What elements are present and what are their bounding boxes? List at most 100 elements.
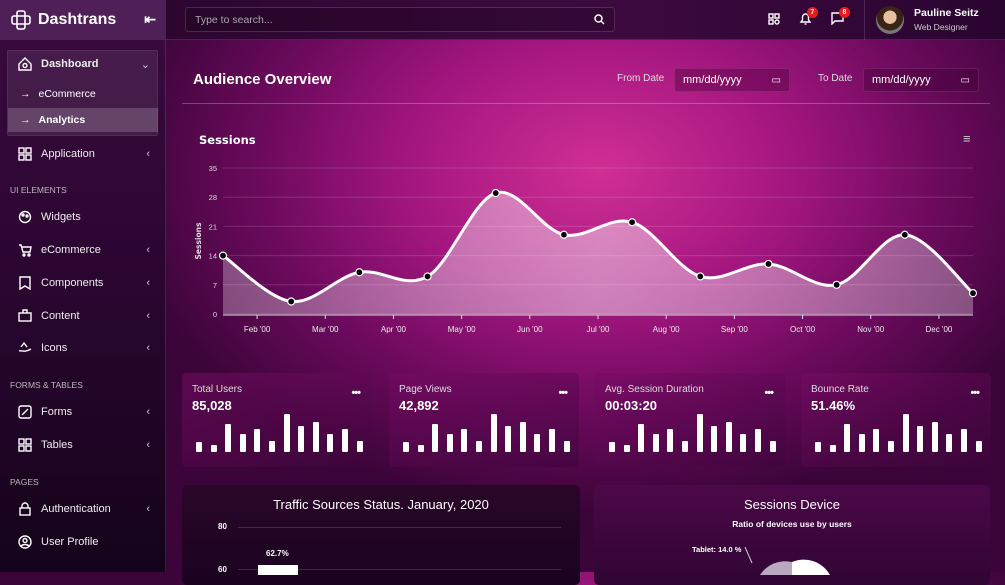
y-tick-label: 28 <box>209 193 217 202</box>
chevron-left-icon: ‹ <box>146 148 150 160</box>
messages-button[interactable]: 8 <box>831 7 850 30</box>
edit-icon <box>18 405 32 419</box>
x-tick-label: Feb '00 <box>244 325 271 334</box>
pie-label-tablet: Tablet: 14.0 % <box>692 545 742 554</box>
collapse-sidebar-icon[interactable]: ⇤ <box>144 11 156 27</box>
sidebar-item-label: Authentication <box>41 503 111 515</box>
spark-bar <box>609 442 615 452</box>
y-tick-label: 14 <box>209 252 217 261</box>
more-options-icon[interactable]: ••• <box>351 387 361 399</box>
cart-icon <box>19 244 32 257</box>
spark-bar <box>917 426 924 452</box>
sidebar-item-authentication[interactable]: Authentication ‹ <box>18 502 150 516</box>
data-point[interactable] <box>423 272 432 281</box>
palette-icon <box>18 210 32 224</box>
sidebar-item-label: eCommerce <box>41 244 101 256</box>
spark-bar <box>341 429 348 452</box>
user-circle-icon <box>18 535 32 549</box>
sessions-area <box>223 192 973 314</box>
user-name[interactable]: Pauline Seitz <box>914 7 979 19</box>
spark-bar <box>946 434 953 452</box>
to-date-input[interactable]: mm/dd/yyyy ▭ <box>863 68 979 92</box>
spark-bar <box>432 424 439 452</box>
data-point[interactable] <box>218 251 228 260</box>
stat-label: Avg. Session Duration <box>605 384 704 395</box>
sidebar-item-label: Dashboard <box>41 58 99 70</box>
gridline <box>238 569 561 570</box>
page-title: Audience Overview <box>193 71 332 88</box>
spark-bar <box>754 429 761 452</box>
data-point[interactable] <box>287 297 296 306</box>
sidebar <box>0 0 166 572</box>
sidebar-item-dashboard[interactable]: Dashboard ⌄ <box>18 57 150 71</box>
data-point[interactable] <box>696 272 705 281</box>
sidebar-item-content[interactable]: Content ‹ <box>18 309 150 323</box>
y-tick-label: 0 <box>213 310 217 319</box>
from-date-input[interactable]: mm/dd/yyyy ▭ <box>674 68 790 92</box>
data-point[interactable] <box>491 188 500 198</box>
top-header <box>166 0 1005 40</box>
search-input[interactable]: Type to search... <box>185 7 615 32</box>
avatar[interactable] <box>876 6 904 34</box>
chevron-left-icon: ‹ <box>146 342 150 354</box>
data-point[interactable] <box>900 230 909 239</box>
y-tick: 80 <box>218 522 227 531</box>
calendar-icon[interactable]: ▭ <box>960 74 970 86</box>
data-point[interactable] <box>764 259 773 269</box>
sidebar-item-forms[interactable]: Forms ‹ <box>18 405 150 419</box>
stat-value: 51.46% <box>811 398 856 413</box>
grid-icon <box>18 147 32 161</box>
sidebar-item-widgets[interactable]: Widgets <box>18 210 150 224</box>
data-point[interactable] <box>559 230 569 239</box>
x-tick-label: Aug '00 <box>653 325 680 334</box>
chevron-left-icon: ‹ <box>146 244 150 256</box>
sparkline <box>403 410 570 452</box>
date-placeholder: mm/dd/yyyy <box>683 74 742 86</box>
data-point[interactable] <box>355 268 364 277</box>
spark-bar <box>283 414 290 452</box>
sidebar-item-components[interactable]: Components ‹ <box>18 276 150 290</box>
spark-bar <box>268 441 275 452</box>
x-tick-label: Jun '00 <box>517 325 543 334</box>
sidebar-subitem-ecommerce[interactable]: → eCommerce <box>8 82 158 106</box>
data-point[interactable] <box>627 218 637 227</box>
spark-bar <box>887 441 894 452</box>
logo-icon <box>11 10 31 30</box>
sidebar-item-label: Forms <box>41 406 73 418</box>
sessions-chart: 0 7 14 21 28 35 Feb '00 Mar '00 Apr '00 May '00 Ju… <box>194 164 978 334</box>
sidebar-item-label: Icons <box>41 342 68 354</box>
notifications-button[interactable]: 7 <box>799 7 818 30</box>
x-tick-label: May '00 <box>448 325 476 334</box>
sessions-line <box>222 190 975 303</box>
brand[interactable]: Dashtrans ⇤ <box>0 0 166 40</box>
sidebar-item-tables[interactable]: Tables ‹ <box>18 438 150 452</box>
more-options-icon[interactable]: ••• <box>970 387 980 399</box>
sidebar-item-label: User Profile <box>41 536 99 548</box>
sidebar-item-application[interactable]: Application ‹ <box>18 147 150 161</box>
sidebar-item-icons[interactable]: Icons ‹ <box>18 341 150 355</box>
spark-bar <box>475 441 482 452</box>
sidebar-subitem-analytics[interactable]: → Analytics <box>8 108 158 132</box>
stat-label: Total Users <box>192 384 243 395</box>
data-point[interactable] <box>832 280 841 289</box>
more-options-icon[interactable]: ••• <box>558 387 568 399</box>
data-point[interactable] <box>968 289 978 298</box>
spark-bar <box>815 442 821 452</box>
spark-bar <box>548 429 555 452</box>
stat-value: 00:03:20 <box>605 398 658 413</box>
calendar-icon[interactable]: ▭ <box>771 74 781 86</box>
search-icon[interactable] <box>594 14 605 25</box>
lock-icon <box>19 502 31 516</box>
arrow-right-icon: → <box>20 88 31 100</box>
spark-bar <box>829 445 836 452</box>
more-options-icon[interactable]: ••• <box>764 387 774 399</box>
chart-menu-icon[interactable]: ≡ <box>963 131 971 146</box>
pie-leader-line <box>744 546 753 564</box>
spark-bar <box>563 441 570 452</box>
sidebar-item-user-profile[interactable]: User Profile <box>18 535 150 549</box>
apps-grid-icon[interactable] <box>768 13 780 25</box>
sidebar-item-ecommerce[interactable]: eCommerce ‹ <box>18 243 150 257</box>
stat-label: Page Views <box>399 384 452 395</box>
spark-bar <box>312 422 319 452</box>
spark-bar <box>667 429 674 452</box>
